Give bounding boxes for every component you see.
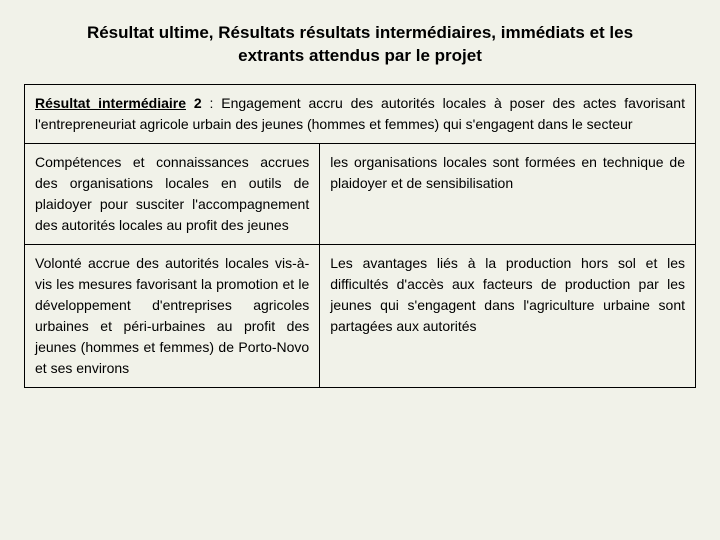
- header-prefix-underline: Résultat intermédiaire: [35, 95, 186, 111]
- table-row: Compétences et connaissances accrues des…: [25, 143, 696, 244]
- table-row: Volonté accrue des autorités locales vis…: [25, 244, 696, 387]
- page-title: Résultat ultime, Résultats résultats int…: [24, 22, 696, 68]
- row2-right: Les avantages liés à la production hors …: [320, 244, 696, 387]
- results-table: Résultat intermédiaire 2 : Engagement ac…: [24, 84, 696, 388]
- intermediate-result-header: Résultat intermédiaire 2 : Engagement ac…: [25, 84, 696, 143]
- row2-left: Volonté accrue des autorités locales vis…: [25, 244, 320, 387]
- row1-left: Compétences et connaissances accrues des…: [25, 143, 320, 244]
- header-prefix-number: 2: [186, 95, 202, 111]
- row1-right: les organisations locales sont formées e…: [320, 143, 696, 244]
- table-header-row: Résultat intermédiaire 2 : Engagement ac…: [25, 84, 696, 143]
